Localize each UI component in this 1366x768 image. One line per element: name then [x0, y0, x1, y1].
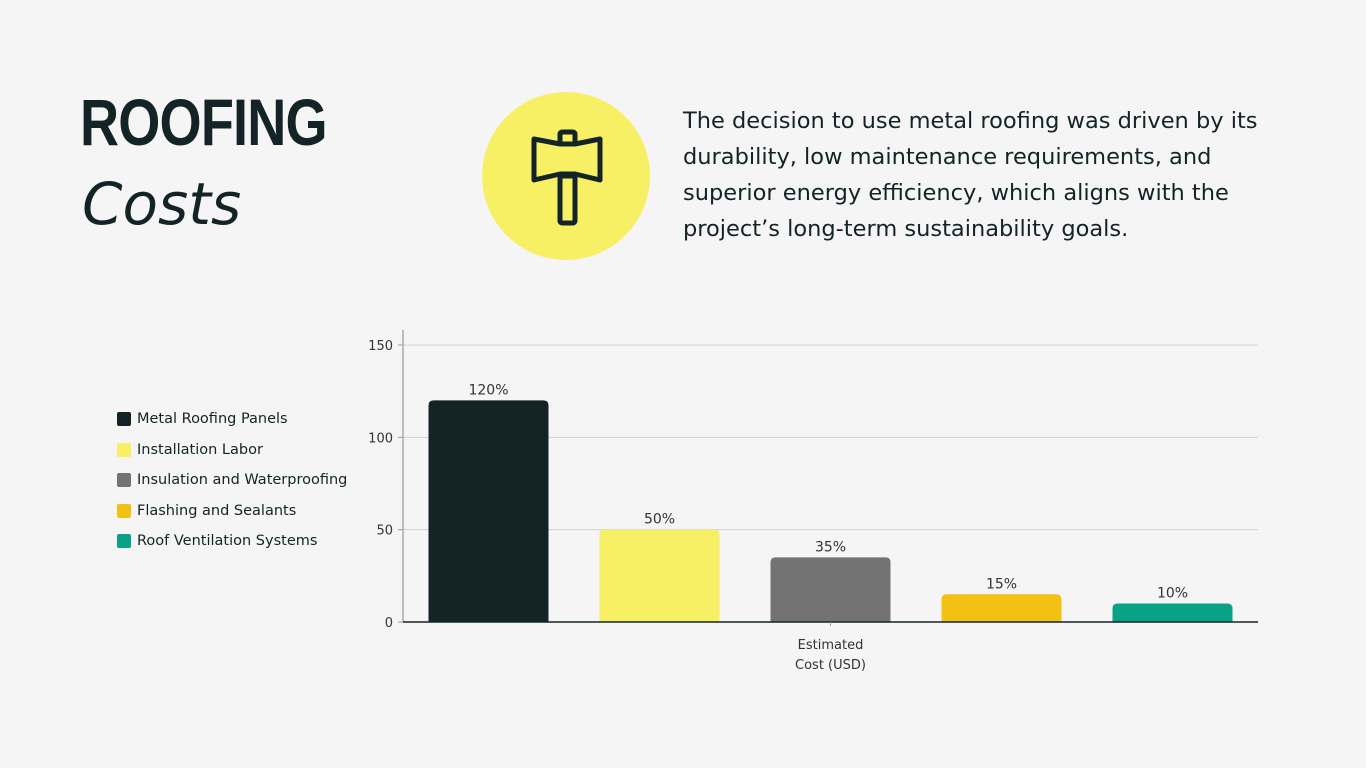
- legend-item: Roof Ventilation Systems: [117, 526, 347, 557]
- hammer-icon: [531, 129, 603, 226]
- y-tick-label: 150: [368, 339, 393, 354]
- bar: [770, 557, 891, 622]
- legend-label: Insulation and Waterproofing: [137, 472, 348, 489]
- legend-swatch: [117, 412, 131, 427]
- legend-item: Metal Roofing Panels: [117, 404, 347, 435]
- legend-item: Insulation and Waterproofing: [117, 465, 347, 496]
- bar: [599, 529, 720, 622]
- bar: [941, 594, 1062, 622]
- y-tick-label: 0: [385, 616, 393, 631]
- legend-label: Metal Roofing Panels: [137, 411, 288, 428]
- legend-item: Installation Labor: [117, 435, 347, 466]
- x-axis-label: Cost (USD): [795, 658, 866, 673]
- legend-label: Roof Ventilation Systems: [137, 533, 318, 550]
- data-label: 50%: [644, 512, 675, 528]
- data-label: 10%: [1157, 586, 1188, 602]
- data-label: 35%: [815, 539, 846, 555]
- legend-swatch: [117, 534, 131, 549]
- y-tick-label: 100: [368, 431, 393, 446]
- legend-label: Installation Labor: [137, 441, 263, 458]
- legend-swatch: [117, 473, 131, 488]
- bar: [1112, 603, 1233, 622]
- title-line-1: ROOFING: [80, 85, 328, 159]
- legend-item: Flashing and Sealants: [117, 496, 347, 527]
- icon-circle: [482, 92, 650, 260]
- y-tick-label: 50: [376, 524, 393, 539]
- bar: [428, 400, 549, 622]
- data-label: 15%: [986, 576, 1017, 592]
- legend-swatch: [117, 503, 131, 518]
- title-line-2: Costs: [82, 170, 242, 238]
- data-label: 120%: [468, 382, 508, 398]
- description-text: The decision to use metal roofing was dr…: [683, 108, 1258, 242]
- chart-legend: Metal Roofing Panels Installation Labor In…: [117, 404, 347, 557]
- x-axis-label: Estimated: [798, 638, 864, 653]
- legend-label: Flashing and Sealants: [137, 502, 297, 519]
- legend-swatch: [117, 442, 131, 457]
